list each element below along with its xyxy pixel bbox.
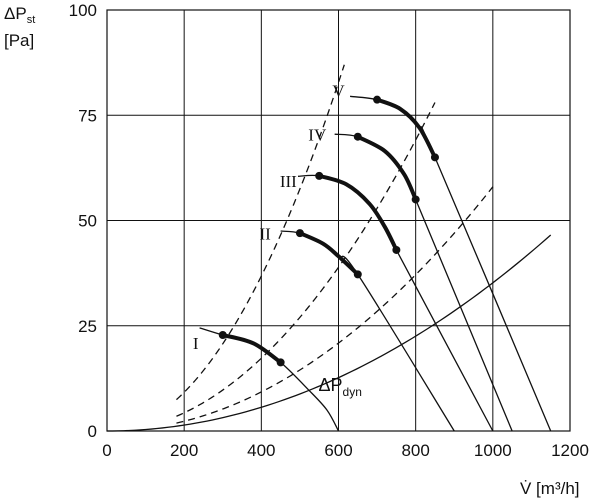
fan-curve-operating-range-v [375,97,437,160]
dynamic-pressure-curve-group [106,234,552,432]
operating-point-marker [218,331,227,340]
series-label-iv: IV [308,126,327,145]
y-axis-title-delta: ΔP [4,4,27,23]
fan-curve-operating-range-iii [317,173,399,252]
y-tick-label: 75 [78,106,97,125]
fan-curves [199,95,552,432]
fan-curve-operating-range-iv [355,134,418,202]
x-tick-label: 800 [401,441,429,460]
operating-point-marker [430,153,439,162]
fan-curve-operating-range-i [220,333,283,365]
y-tick-label: 0 [88,422,97,441]
x-tick-label: 1000 [474,441,512,460]
operating-point-marker [353,270,362,279]
operating-point-marker [295,229,304,238]
dyn-pressure-label-sub: dyn [343,385,362,399]
system-curve-dashed [176,64,345,401]
operating-point-marker [373,95,382,104]
series-label-ii: II [260,224,272,243]
dynamic-pressure-curve [106,234,552,432]
fan-curve-operating-range-ii [297,231,360,277]
tick-labels: 0 200 400 600 800 1000 1200 0 25 50 75 100 [69,1,589,460]
operating-point-marker [315,171,324,180]
operating-point-marker [411,195,420,204]
y-axis-title: ΔPst [4,4,35,26]
x-tick-label: 200 [170,441,198,460]
dyn-pressure-label-main: ΔP [319,375,343,395]
series-label-iii: III [280,172,297,191]
operating-point-marker [353,132,362,141]
system-curve-dashed [176,102,436,417]
system-curves [176,64,494,424]
x-axis-title: V̇ [m³/h] [520,479,580,498]
series-label-v: V [332,81,345,100]
x-tick-label: 400 [247,441,275,460]
y-tick-label: 100 [69,1,97,20]
dyn-pressure-label: ΔPdyn [319,375,362,399]
x-tick-label: 1200 [551,441,589,460]
series-label-i: I [193,334,199,353]
x-tick-label: 600 [324,441,352,460]
y-tick-label: 25 [78,317,97,336]
x-tick-label: 0 [102,441,111,460]
grid-lines [106,9,571,432]
y-tick-label: 50 [78,212,97,231]
operating-point-marker [276,358,285,367]
operating-point-marker [392,245,401,254]
y-axis-unit: [Pa] [4,31,34,50]
y-axis-title-sub: st [27,14,36,26]
